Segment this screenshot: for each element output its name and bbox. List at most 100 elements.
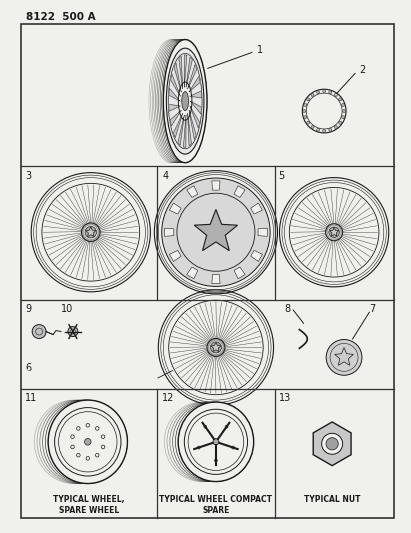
Circle shape [323,130,326,133]
Ellipse shape [178,82,192,120]
Circle shape [81,223,100,241]
Polygon shape [165,228,174,236]
Circle shape [335,126,337,128]
Circle shape [329,227,339,238]
Polygon shape [169,104,180,111]
Circle shape [326,340,362,375]
Circle shape [307,121,309,124]
Polygon shape [212,274,220,284]
Polygon shape [188,64,197,88]
Circle shape [210,342,222,353]
Polygon shape [190,106,200,128]
Polygon shape [188,114,192,146]
Polygon shape [85,227,96,237]
Ellipse shape [163,39,207,163]
Ellipse shape [102,445,105,449]
Circle shape [339,121,342,124]
Polygon shape [174,63,181,92]
Polygon shape [313,422,351,466]
Circle shape [316,128,320,132]
Circle shape [207,338,225,357]
Ellipse shape [71,445,74,449]
Polygon shape [189,76,200,92]
Circle shape [304,116,307,119]
Ellipse shape [178,402,254,481]
Ellipse shape [213,439,219,445]
Polygon shape [183,115,186,147]
Circle shape [304,103,307,107]
Polygon shape [187,185,198,197]
Circle shape [162,178,270,286]
Polygon shape [179,56,182,88]
Ellipse shape [225,425,228,428]
Ellipse shape [215,459,217,462]
Circle shape [329,91,332,94]
Text: 7: 7 [369,304,375,314]
Circle shape [335,93,337,96]
Ellipse shape [204,425,207,428]
Polygon shape [212,181,220,190]
Text: 6: 6 [25,364,31,373]
Ellipse shape [232,446,235,449]
Text: 8: 8 [284,304,291,314]
Polygon shape [171,74,180,96]
Polygon shape [169,88,180,101]
Text: 6: 6 [25,369,30,375]
Ellipse shape [102,435,105,439]
Ellipse shape [71,435,74,439]
Circle shape [311,126,314,128]
Polygon shape [190,91,201,98]
Circle shape [342,103,345,107]
Circle shape [322,433,343,454]
Circle shape [32,325,46,338]
Text: 12: 12 [162,393,175,403]
Circle shape [342,109,346,112]
Circle shape [326,224,343,241]
Text: 3: 3 [25,171,31,181]
Text: 2: 2 [359,66,365,75]
Text: TYPICAL WHEEL,
SPARE WHEEL: TYPICAL WHEEL, SPARE WHEEL [53,496,125,515]
Circle shape [329,128,332,132]
Text: TYPICAL NUT: TYPICAL NUT [304,496,360,504]
Ellipse shape [95,454,99,457]
Text: TYPICAL WHEEL COMPACT
SPARE: TYPICAL WHEEL COMPACT SPARE [159,496,272,515]
Ellipse shape [182,92,189,111]
Polygon shape [194,209,238,251]
Polygon shape [211,342,221,352]
Circle shape [68,327,78,336]
Circle shape [307,98,309,101]
Text: 10: 10 [61,304,73,314]
Circle shape [311,93,314,96]
Text: 11: 11 [25,393,37,403]
Circle shape [85,227,97,238]
Polygon shape [330,227,339,236]
Polygon shape [251,203,263,214]
Ellipse shape [86,457,90,460]
Polygon shape [169,251,181,262]
Polygon shape [170,110,181,126]
Circle shape [316,91,320,94]
Ellipse shape [197,446,200,449]
Ellipse shape [76,454,80,457]
Circle shape [303,109,306,112]
Polygon shape [187,267,198,279]
Ellipse shape [166,48,204,154]
Circle shape [70,329,75,334]
Polygon shape [190,101,201,114]
Text: 4: 4 [162,171,169,181]
Text: 13: 13 [279,393,291,403]
Polygon shape [258,228,267,236]
Circle shape [326,438,338,450]
Ellipse shape [48,400,127,483]
Polygon shape [189,110,196,140]
Text: 5: 5 [279,171,285,181]
Polygon shape [178,115,184,145]
Text: 8122  500 A: 8122 500 A [26,12,96,22]
Polygon shape [173,114,182,138]
Circle shape [342,116,345,119]
Polygon shape [169,203,181,214]
Polygon shape [335,348,353,365]
Ellipse shape [86,423,90,427]
Polygon shape [234,267,245,279]
Polygon shape [234,185,245,197]
